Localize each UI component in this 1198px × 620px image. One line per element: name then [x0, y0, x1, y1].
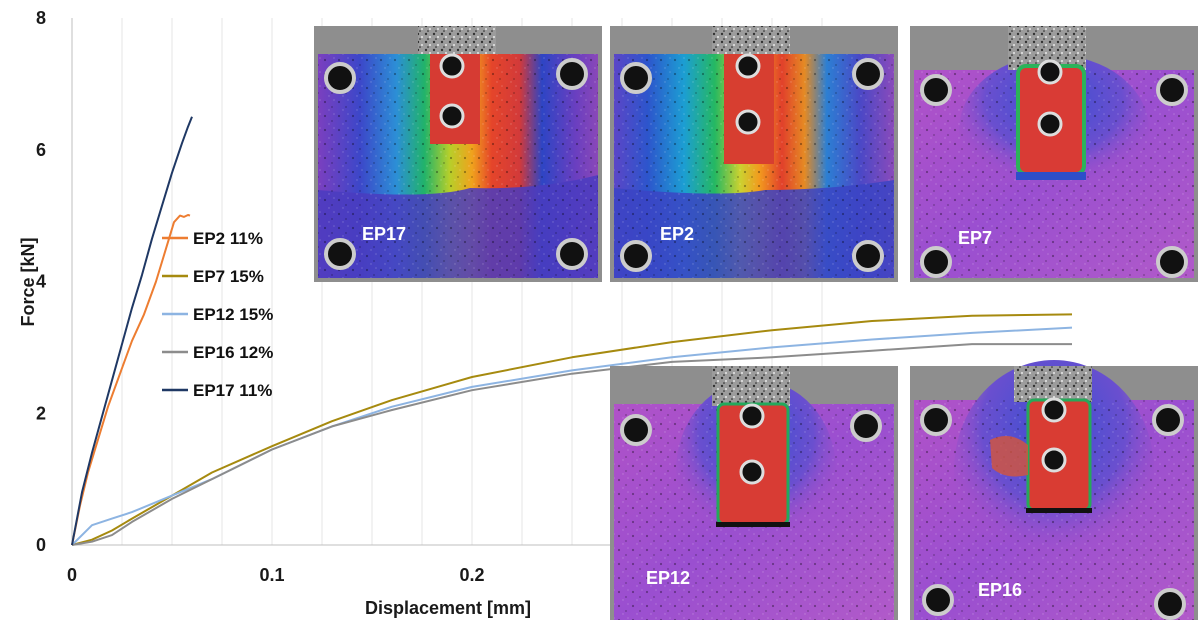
dic-panel-ep12: EP12	[610, 366, 898, 620]
dic-panel-ep7: EP7	[910, 26, 1198, 282]
panel-label-ep2: EP2	[660, 224, 694, 244]
legend-label: EP7 15%	[193, 267, 264, 286]
y-tick-label: 2	[36, 403, 46, 423]
y-tick-label: 0	[36, 535, 46, 555]
legend-label: EP17 11%	[193, 381, 272, 400]
x-tick-label: 0.1	[259, 565, 284, 585]
x-tick-label: 0	[67, 565, 77, 585]
panel-label-ep12: EP12	[646, 568, 690, 588]
panel-label-ep16: EP16	[978, 580, 1022, 600]
dic-image-panels: EP17 EP2	[314, 26, 1198, 620]
series-line-ep7	[71, 313, 1073, 546]
y-tick-label: 8	[36, 8, 46, 28]
dic-panel-ep17: EP17	[314, 26, 602, 282]
dic-panel-ep16: EP16	[910, 360, 1198, 620]
series-line-ep2	[71, 214, 191, 546]
series-lines	[71, 116, 1073, 546]
legend: EP2 11% EP7 15% EP12 15% EP16 12% EP17 11%	[162, 229, 273, 400]
panel-label-ep7: EP7	[958, 228, 992, 248]
y-axis-title: Force [kN]	[18, 237, 38, 326]
panel-label-ep17: EP17	[362, 224, 406, 244]
bolt-hole	[324, 238, 356, 270]
x-tick-label: 0.2	[459, 565, 484, 585]
y-tick-label: 6	[36, 140, 46, 160]
dic-panel-ep2: EP2	[610, 26, 898, 282]
legend-label: EP12 15%	[193, 305, 273, 324]
bolt-hole	[556, 58, 588, 90]
x-axis-title: Displacement [mm]	[365, 598, 531, 618]
series-line-ep17	[71, 116, 193, 546]
y-tick-label: 4	[36, 272, 46, 292]
series-line-ep12	[71, 326, 1073, 546]
bolt-hole	[324, 62, 356, 94]
legend-label: EP2 11%	[193, 229, 263, 248]
legend-label: EP16 12%	[193, 343, 273, 362]
bolt-hole	[556, 238, 588, 270]
series-line-ep16	[71, 343, 1072, 546]
